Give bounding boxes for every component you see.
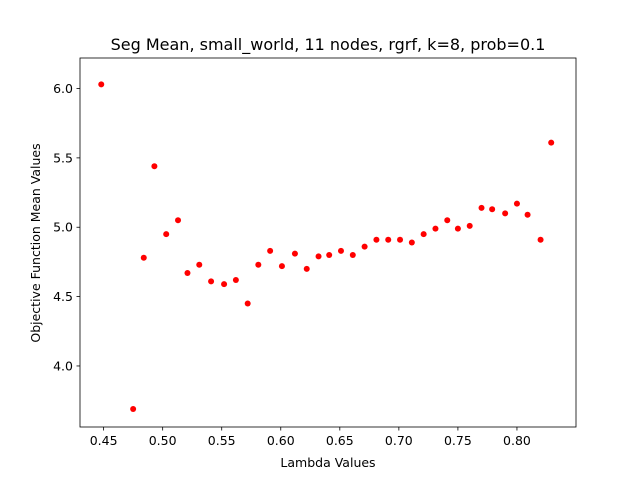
data-point [244, 300, 251, 307]
data-point [478, 204, 485, 211]
data-point [184, 270, 191, 277]
y-tick-label: 5.0 [53, 220, 73, 235]
data-point [444, 217, 451, 224]
data-point [208, 278, 215, 285]
x-tick-label: 0.50 [149, 433, 177, 448]
data-point [502, 210, 509, 217]
data-point [98, 81, 105, 88]
x-tick-label: 0.45 [90, 433, 118, 448]
data-point [408, 239, 415, 246]
data-point [140, 254, 147, 261]
x-tick-label: 0.65 [326, 433, 354, 448]
x-tick-label: 0.75 [444, 433, 472, 448]
data-point [315, 253, 322, 260]
data-point [537, 236, 544, 243]
y-tick-label: 6.0 [53, 81, 73, 96]
x-tick-label: 0.60 [267, 433, 295, 448]
data-point [196, 261, 203, 268]
data-point [548, 139, 555, 146]
data-point [221, 281, 228, 288]
data-point [397, 236, 404, 243]
y-axis-label: Objective Function Mean Values [28, 143, 43, 342]
data-point [432, 225, 439, 232]
x-tick-label: 0.80 [503, 433, 531, 448]
data-point [255, 261, 262, 268]
data-point [489, 206, 496, 213]
y-tick-label: 5.5 [53, 150, 73, 165]
plot-area [79, 57, 577, 428]
data-point [232, 276, 239, 283]
y-axis-ticks: 4.0 4.5 5.0 5.5 6.0 [53, 81, 80, 373]
plot-frame [79, 57, 577, 428]
x-tick-label: 0.55 [208, 433, 236, 448]
data-point [175, 217, 182, 224]
data-point [151, 163, 158, 170]
y-tick-label: 4.5 [53, 289, 73, 304]
y-tick-label: 4.0 [53, 358, 73, 373]
data-point [420, 231, 427, 238]
data-point [278, 263, 285, 270]
data-point [361, 243, 368, 250]
x-axis-label: Lambda Values [280, 455, 375, 470]
data-point [337, 247, 344, 254]
data-point [163, 231, 170, 238]
data-point [513, 200, 520, 207]
data-point [326, 251, 333, 258]
data-point [130, 405, 137, 412]
data-markers [98, 81, 555, 412]
data-point [454, 225, 461, 232]
data-point [466, 222, 473, 229]
data-point [349, 251, 356, 258]
x-tick-label: 0.70 [385, 433, 413, 448]
data-point [373, 236, 380, 243]
data-point [524, 211, 531, 218]
data-point [303, 265, 310, 272]
data-point [267, 247, 274, 254]
chart-title: Seg Mean, small_world, 11 nodes, rgrf, k… [111, 35, 546, 55]
data-point [291, 250, 298, 257]
data-point [385, 236, 392, 243]
x-axis-ticks: 0.45 0.50 0.55 0.60 0.65 0.70 0.75 0.80 [90, 427, 531, 448]
